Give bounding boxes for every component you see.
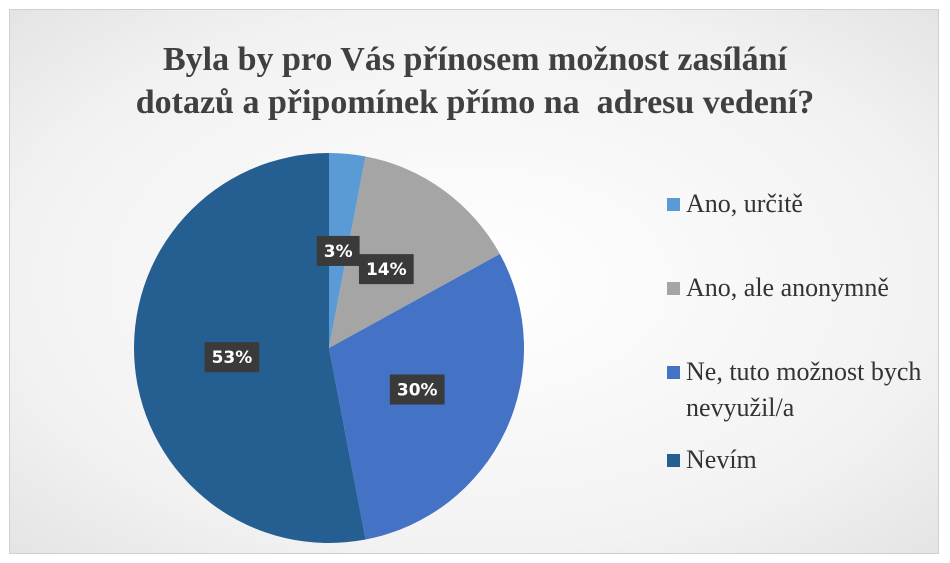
legend-label: Ano, určitě (686, 189, 803, 218)
data-label-text: 14% (366, 260, 407, 280)
legend-swatch (667, 198, 680, 211)
data-label-box (316, 235, 360, 266)
data-label-text: 53% (212, 348, 253, 368)
data-label-box (358, 254, 414, 285)
title-line: Byla by pro Vás přínosem možnost zasílán… (162, 41, 788, 78)
pie-slice (329, 156, 500, 348)
data-label-box (204, 342, 260, 373)
data-label-box (389, 374, 445, 405)
title-line: dotazů a připomínek přímo na adresu vede… (135, 84, 815, 121)
data-label: 53% (204, 342, 260, 373)
legend-label: Nevím (686, 445, 757, 474)
legend: Ano, určitě Ano, ale anonymně Ne, tuto mož… (667, 186, 947, 510)
chart-title: Byla by pro Vás přínosem možnost zasílán… (0, 38, 950, 124)
data-label: 30% (389, 374, 445, 405)
data-label: 14% (358, 254, 414, 285)
legend-label: Ano, ale anonymně (686, 273, 889, 302)
legend-label: Ne, tuto možnost bych nevyužil/a (686, 357, 922, 422)
legend-swatch (667, 366, 680, 379)
data-label: 3% (316, 235, 360, 266)
legend-item: Ano, určitě (667, 186, 947, 254)
legend-item: Nevím (667, 442, 947, 510)
data-label-text: 3% (324, 242, 353, 262)
legend-swatch (667, 282, 680, 295)
legend-item: Ano, ale anonymně (667, 270, 947, 338)
legend-item: Ne, tuto možnost bych nevyužil/a (667, 354, 947, 426)
data-label-text: 30% (397, 381, 438, 401)
legend-swatch (667, 454, 680, 467)
